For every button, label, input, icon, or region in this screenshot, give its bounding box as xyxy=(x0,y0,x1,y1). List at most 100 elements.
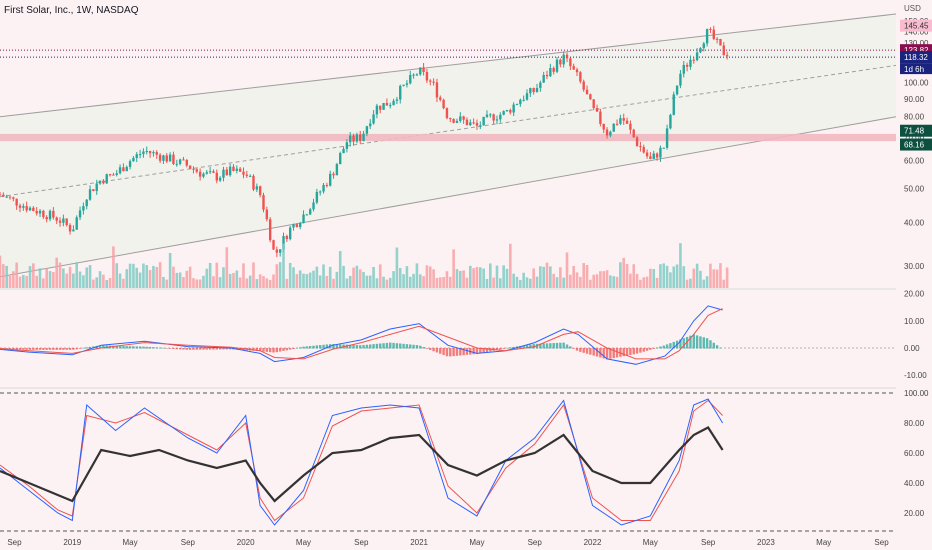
macd-histogram-bar xyxy=(505,347,509,349)
macd-histogram-bar xyxy=(429,348,432,350)
channel-fill xyxy=(0,14,896,277)
candle xyxy=(572,63,575,70)
volume-bar xyxy=(412,273,415,288)
candle-body xyxy=(415,74,419,76)
candle-body xyxy=(472,122,475,124)
candle xyxy=(435,78,439,103)
volume-bar xyxy=(22,274,25,288)
candle-body xyxy=(385,102,389,106)
candle xyxy=(55,216,58,225)
candle xyxy=(695,48,699,62)
candle-body xyxy=(218,177,222,181)
volume-bar xyxy=(0,255,2,288)
volume-bar xyxy=(695,263,699,288)
candle xyxy=(642,144,645,154)
candle-body xyxy=(5,196,8,198)
candle-body xyxy=(512,104,515,113)
volume-bar xyxy=(272,274,275,288)
macd-histogram-bar xyxy=(15,348,18,350)
macd-histogram-bar xyxy=(702,337,705,349)
candle-body xyxy=(165,155,168,162)
price-tick-label: 140.00 xyxy=(904,27,929,36)
candle-body xyxy=(469,122,472,126)
volume-bar xyxy=(448,276,452,288)
volume-bar xyxy=(452,249,455,288)
volume-bar xyxy=(338,251,342,288)
candle-body xyxy=(695,52,699,61)
candle xyxy=(28,206,32,212)
candle-body xyxy=(272,240,275,250)
volume-bar xyxy=(662,263,666,288)
macd-histogram-bar xyxy=(162,347,165,349)
macd-histogram-bar xyxy=(669,343,672,349)
macd-pane[interactable] xyxy=(0,305,896,365)
price-pane[interactable] xyxy=(0,13,897,288)
candle xyxy=(389,102,392,109)
candle xyxy=(122,163,125,172)
candle xyxy=(599,108,602,127)
time-tick-label: 2020 xyxy=(237,538,255,547)
candle xyxy=(715,36,719,44)
candle xyxy=(322,183,325,194)
candle-body xyxy=(192,168,195,170)
macd-histogram-bar xyxy=(582,348,585,353)
candle-body xyxy=(285,235,289,240)
macd-histogram-bar xyxy=(145,346,148,349)
macd-histogram-bar xyxy=(192,348,195,350)
candle-body xyxy=(552,67,555,72)
macd-histogram-bar xyxy=(615,348,619,358)
candle xyxy=(268,217,272,243)
macd-histogram-bar xyxy=(308,346,312,349)
volume-bar xyxy=(358,269,362,288)
candle xyxy=(345,139,349,153)
candle-body xyxy=(22,206,25,208)
macd-histogram-bar xyxy=(355,345,359,349)
candle xyxy=(308,207,312,215)
candle-body xyxy=(625,120,629,124)
candle xyxy=(675,85,679,96)
candle-body xyxy=(188,165,192,169)
volume-bar xyxy=(305,274,309,288)
volume-bar xyxy=(458,270,462,288)
candle-body xyxy=(325,184,329,186)
candle xyxy=(15,198,18,210)
stoch-tick-label: 100.00 xyxy=(904,389,929,398)
candle-body xyxy=(132,157,135,162)
macd-histogram-bar xyxy=(172,348,175,349)
candle xyxy=(118,164,122,175)
macd-histogram-bar xyxy=(629,348,632,355)
candle-body xyxy=(232,166,235,171)
candle xyxy=(342,146,345,154)
candle xyxy=(292,223,295,231)
volume-bar xyxy=(165,279,169,288)
volume-bar xyxy=(285,278,289,288)
volume-bar xyxy=(525,277,529,288)
candle xyxy=(125,165,128,172)
macd-histogram-bar xyxy=(559,342,562,349)
macd-histogram-bar xyxy=(5,348,8,350)
candle xyxy=(662,147,665,149)
macd-histogram-bar xyxy=(215,348,219,350)
macd-histogram-bar xyxy=(218,348,222,350)
volume-bar xyxy=(25,275,28,288)
stochastic-pane[interactable] xyxy=(0,392,896,532)
macd-histogram-bar xyxy=(369,344,372,349)
macd-histogram-bar xyxy=(632,348,635,355)
candle-body xyxy=(85,199,88,207)
volume-bar xyxy=(468,265,472,288)
volume-bar xyxy=(188,266,192,288)
candle-body xyxy=(722,45,725,56)
volume-bar xyxy=(602,271,606,288)
candle-body xyxy=(665,128,669,148)
macd-histogram-bar xyxy=(175,348,178,350)
candle xyxy=(225,166,229,176)
candle-body xyxy=(639,145,642,148)
macd-histogram-bar xyxy=(672,341,675,349)
candle-body xyxy=(609,131,612,136)
macd-histogram-bar xyxy=(545,343,549,349)
macd-histogram-bar xyxy=(602,348,605,359)
volume-bar xyxy=(35,275,38,288)
volume-bar xyxy=(15,262,18,288)
candle-body xyxy=(65,218,68,226)
